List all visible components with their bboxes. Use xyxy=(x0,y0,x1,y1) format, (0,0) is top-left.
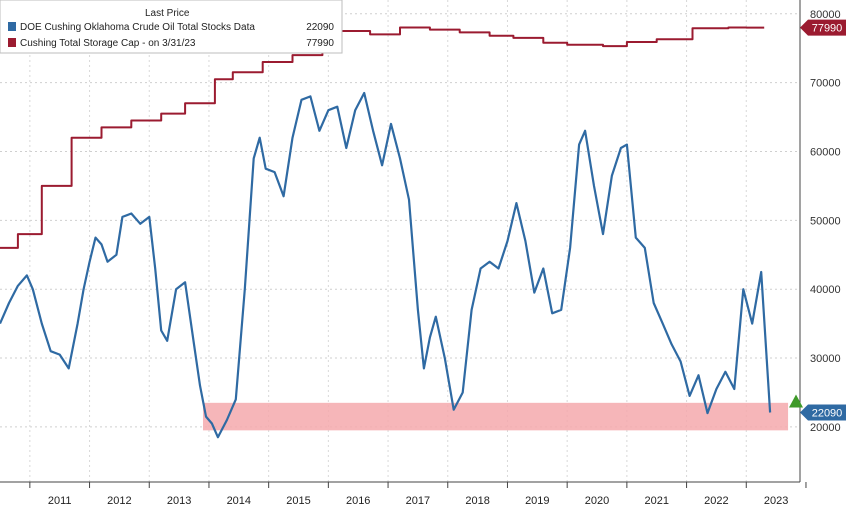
stocks-line xyxy=(0,91,772,439)
storage-cap-line xyxy=(0,26,765,249)
x-tick-label: 2012 xyxy=(107,495,131,507)
x-tick-label: 2017 xyxy=(406,495,430,507)
support-band xyxy=(202,402,789,431)
x-tick-label: 2018 xyxy=(465,495,489,507)
last-value-tag-storage xyxy=(800,19,846,36)
x-tick-label: 2019 xyxy=(525,495,549,507)
x-tick-label: 2022 xyxy=(704,495,728,507)
grid-layer xyxy=(0,0,800,482)
legend-box xyxy=(0,0,343,54)
legend-swatch-storage xyxy=(8,38,16,47)
y-tick-label: 60000 xyxy=(810,146,841,158)
last-value-label-stocks: 22090 xyxy=(812,408,843,420)
y-tick-label: 30000 xyxy=(810,353,841,365)
last-value-tag-stocks xyxy=(800,404,846,421)
last-value-label-storage: 77990 xyxy=(812,23,843,35)
series-layer xyxy=(0,26,772,439)
x-tick-label: 2014 xyxy=(227,495,251,507)
x-tick-label: 2015 xyxy=(286,495,310,507)
legend-label-stocks: DOE Cushing Oklahoma Crude Oil Total Sto… xyxy=(20,22,255,33)
x-tick-label: 2020 xyxy=(585,495,609,507)
y-tick-label: 80000 xyxy=(810,9,841,21)
legend-swatch-stocks xyxy=(8,22,16,31)
y-tick-label: 50000 xyxy=(810,215,841,227)
y-tick-label: 40000 xyxy=(810,284,841,296)
legend: Last Price DOE Cushing Oklahoma Crude Oi… xyxy=(0,0,343,54)
y-tick-label: 70000 xyxy=(810,78,841,90)
y-tick-label: 20000 xyxy=(810,422,841,434)
x-tick-label: 2023 xyxy=(764,495,788,507)
x-tick-label: 2021 xyxy=(644,495,668,507)
band-layer xyxy=(202,402,789,431)
up-triangle-icon xyxy=(789,394,803,408)
legend-value-storage: 77990 xyxy=(306,38,334,49)
x-tick-label: 2016 xyxy=(346,495,370,507)
x-tick-label: 2013 xyxy=(167,495,191,507)
x-tick-label: 2011 xyxy=(48,495,72,507)
marker-layer: 77990 22090 xyxy=(789,19,846,421)
legend-header: Last Price xyxy=(145,8,190,19)
legend-value-stocks: 22090 xyxy=(306,22,334,33)
legend-label-storage: Cushing Total Storage Cap - on 3/31/23 xyxy=(20,38,196,49)
